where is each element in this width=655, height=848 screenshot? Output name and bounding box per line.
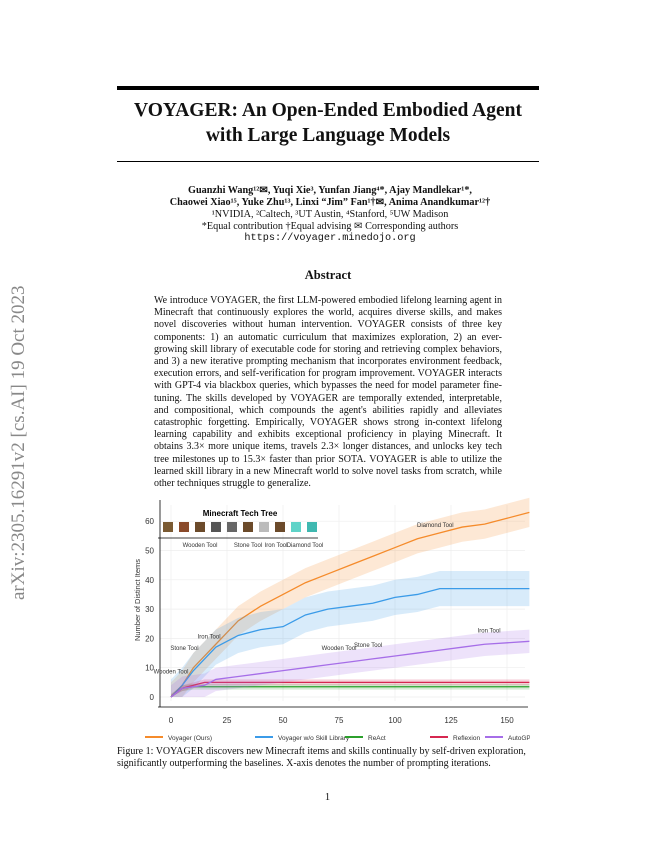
- x-tick-label: 50: [279, 716, 288, 725]
- confidence-band: [171, 571, 530, 697]
- figure-caption: Figure 1: VOYAGER discovers new Minecraf…: [117, 746, 526, 769]
- inset-label: Stone Tool: [234, 543, 262, 549]
- confidence-band: [171, 629, 530, 697]
- arxiv-identifier: arXiv:2305.16291v2 [cs.AI] 19 Oct 2023: [8, 285, 29, 600]
- authors-line-1: Guanzhi Wang¹²✉, Yuqi Xie³, Yunfan Jiang…: [188, 185, 472, 196]
- inset-label: Iron Tool: [265, 543, 288, 549]
- series-line: [170, 511, 530, 698]
- item-icon: [211, 522, 221, 532]
- x-tick-label: 125: [444, 716, 458, 725]
- figure-1-chart: 0 25 50 75 100 125 150 0 10 20 30 40 50 60 Number of D…: [133, 497, 530, 742]
- inset-title: Minecraft Tech Tree: [203, 509, 278, 518]
- item-icon: [179, 522, 189, 532]
- item-icon: [243, 522, 253, 532]
- x-tick-label: 100: [388, 716, 402, 725]
- legend-label: Voyager w/o Skill Library: [278, 735, 350, 742]
- confidence-band: [171, 497, 530, 697]
- series-line: [170, 587, 530, 698]
- y-tick-label: 40: [145, 576, 154, 585]
- annotation-label: Stone Tool: [170, 646, 198, 652]
- item-icon: [195, 522, 205, 532]
- x-tick-label: 25: [223, 716, 232, 725]
- x-tick-label: 150: [500, 716, 514, 725]
- y-tick-label: 20: [145, 634, 154, 643]
- title-rule: [117, 161, 539, 162]
- inset-label: Diamond Tool: [287, 543, 324, 549]
- authors-line-2: Chaowei Xiao¹⁵, Yuke Zhu¹³, Linxi “Jim” …: [169, 197, 491, 208]
- abstract-text: We introduce VOYAGER, the first LLM-powe…: [154, 295, 502, 490]
- x-tick-label: 75: [335, 716, 344, 725]
- y-tick-label: 30: [145, 605, 154, 614]
- item-icon: [291, 522, 301, 532]
- annotation-label: Wooden Tool: [154, 669, 189, 675]
- y-tick-label: 60: [145, 517, 154, 526]
- annotation-label: Iron Tool: [198, 634, 221, 640]
- top-rule: [117, 86, 539, 90]
- legend-label: ReAct: [368, 735, 386, 742]
- page-number: 1: [324, 792, 331, 803]
- legend-label: AutoGPT: [508, 735, 530, 742]
- confidence-band: [171, 679, 530, 697]
- legend-label: Voyager (Ours): [168, 735, 212, 742]
- annotation-label: Diamond Tool: [417, 523, 454, 529]
- inset-label: Wooden Tool: [183, 543, 218, 549]
- item-icon: [163, 522, 173, 532]
- y-tick-label: 50: [145, 547, 154, 556]
- series-line: [170, 640, 530, 698]
- annotation-label: Iron Tool: [478, 628, 501, 634]
- item-icon: [275, 522, 285, 532]
- affiliations: ¹NVIDIA, ²Caltech, ³UT Austin, ⁴Stanford…: [211, 209, 449, 220]
- project-url[interactable]: https://voyager.minedojo.org: [244, 233, 416, 244]
- y-tick-label: 10: [145, 664, 154, 673]
- y-axis-label: Number of Distinct Items: [133, 559, 142, 641]
- annotation-label: Wooden Tool: [322, 646, 357, 652]
- item-icon: [307, 522, 317, 532]
- legend-label: Reflexion: [453, 735, 480, 742]
- y-tick-label: 0: [150, 693, 155, 702]
- annotation-label: Stone Tool: [354, 643, 382, 649]
- abstract-heading: Abstract: [304, 268, 352, 282]
- item-icon: [227, 522, 237, 532]
- author-block: Guanzhi Wang¹²✉, Yuqi Xie³, Yunfan Jiang…: [140, 185, 520, 245]
- item-icon: [259, 522, 269, 532]
- author-notes: *Equal contribution †Equal advising ✉ Co…: [201, 221, 459, 232]
- paper-title: VOYAGER: An Open-Ended Embodied Agent wi…: [134, 100, 522, 146]
- x-tick-label: 0: [169, 716, 174, 725]
